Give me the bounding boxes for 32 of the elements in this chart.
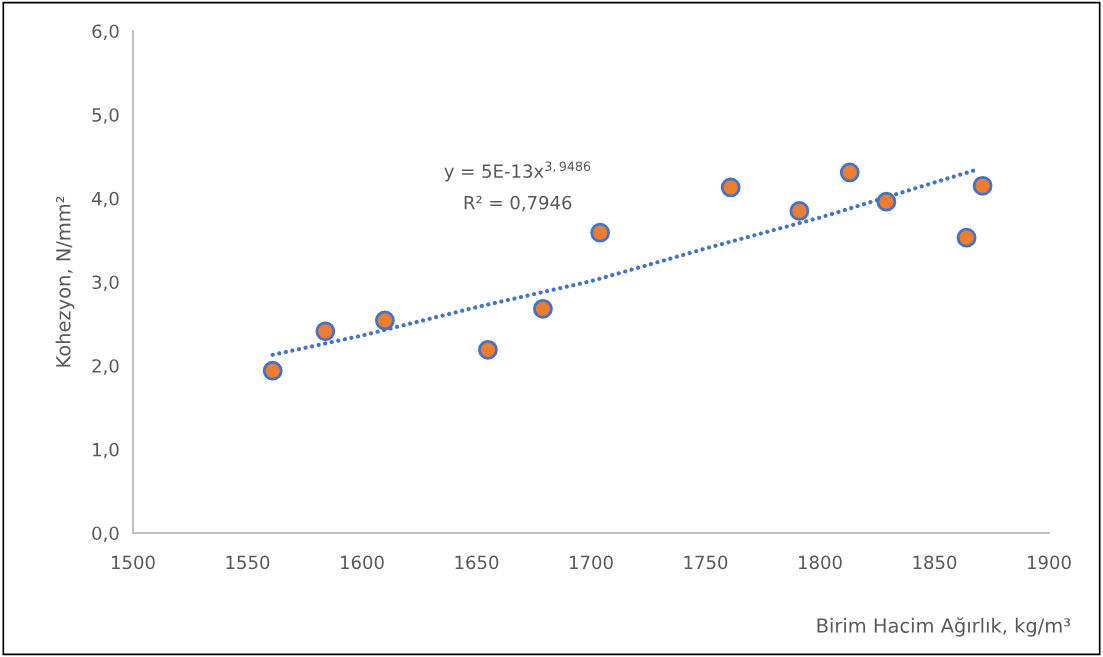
y-tick-label: 2,0	[92, 359, 119, 375]
x-tick-label: 1850	[913, 555, 957, 570]
point	[876, 191, 897, 212]
point	[839, 162, 860, 183]
point	[720, 177, 741, 198]
y-tick-label: 1,0	[93, 442, 119, 459]
x-tick-label: 1500	[112, 555, 155, 570]
point	[533, 298, 553, 319]
x-tick-label: 1650	[455, 555, 499, 570]
y-tick-label: 3,0	[92, 275, 119, 291]
annotation: y = 5E-13x$^{3,9486}$	[444, 161, 591, 182]
y-tick-label: 0,0	[92, 526, 119, 542]
y-axis-title: Kohezyon, N/mm²	[55, 196, 75, 367]
point	[375, 310, 395, 331]
point	[590, 222, 611, 243]
point	[315, 321, 336, 342]
x-axis-title: Birim Hacim Ağırlık, kg/m³	[817, 617, 1071, 637]
y-tick-label: 5,0	[92, 108, 119, 124]
annotation: R² = 0,7946	[464, 195, 572, 212]
point	[956, 227, 977, 248]
x-tick-label: 1800	[799, 555, 842, 570]
point	[789, 200, 810, 221]
x-tick-label: 1750	[684, 555, 728, 570]
x-tick-label: 1550	[226, 555, 270, 570]
y-tick-label: 6,0	[92, 24, 119, 40]
point	[972, 175, 993, 196]
point	[262, 360, 283, 381]
x-tick-label: 1700	[570, 555, 613, 570]
x-tick-label: 1900	[1028, 555, 1071, 570]
point	[478, 339, 498, 360]
x-tick-label: 1600	[341, 555, 384, 570]
y-tick-label: 4,0	[91, 191, 119, 208]
